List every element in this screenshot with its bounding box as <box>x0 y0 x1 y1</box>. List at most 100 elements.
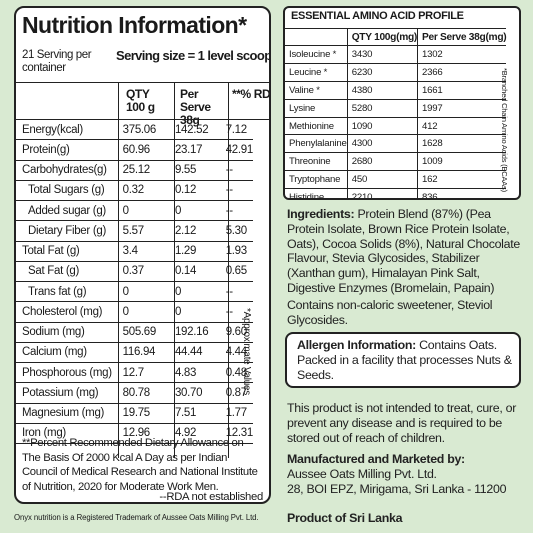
amino-cell-qty: 450 <box>346 170 418 190</box>
nutrition-cell-name: Added sugar (g) <box>16 200 117 222</box>
amino-cell-name: Methionine <box>285 117 348 136</box>
amino-cell-qty: 1090 <box>346 117 418 136</box>
amino-cell-name: Phenylalanine <box>285 134 348 154</box>
nutrition-cell-serve: 0 <box>168 301 220 323</box>
nutrition-row: Phosphorous (mg) 12.7 4.83 0.48 <box>16 362 253 384</box>
allergen-text: Contains Oats. Packed in a facility that… <box>297 338 512 382</box>
amino-cell-qty: 4380 <box>346 81 418 100</box>
amino-cell-serve: 412 <box>416 117 507 136</box>
allergen-box: Allergen Information: Contains Oats. Pac… <box>285 332 521 388</box>
nutrition-cell-serve: 23.17 <box>168 139 220 161</box>
nutrition-row: Added sugar (g) 0 0 -- <box>16 200 253 222</box>
disclaimer: This product is not intended to treat, c… <box>287 401 517 445</box>
nutrition-cell-name: Sat Fat (g) <box>16 261 117 283</box>
ingredients-text: Protein Blend (87%) (Pea Protein Isolate… <box>287 207 520 295</box>
servings-per-container: 21 Serving per container <box>22 49 92 74</box>
nutrition-cell-qty: 12.7 <box>116 362 169 384</box>
nutrition-cell-qty: 0.37 <box>116 261 169 283</box>
nutrition-row: Total Sugars (g) 0.32 0.12 -- <box>16 180 253 202</box>
nutrition-cell-rda: 9.60 <box>219 322 253 343</box>
nutrition-cell-serve: 192.16 <box>168 322 220 343</box>
col-header-rda: **% RDA <box>232 87 271 101</box>
nutrition-cell-name: Energy(kcal) <box>16 120 117 141</box>
nutrition-cell-serve: 0.12 <box>168 180 220 202</box>
amino-cell-serve: 1661 <box>416 81 507 100</box>
nutrition-cell-rda: -- <box>219 180 253 202</box>
amino-row: Tryptophane 450 162 <box>285 170 507 190</box>
amino-cell-qty: 5280 <box>346 99 418 118</box>
amino-col-qty: QTY 100g(mg) <box>346 28 418 46</box>
nutrition-cell-name: Total Sugars (g) <box>16 180 117 202</box>
amino-header-row: QTY 100g(mg) Per Serve 38g(mg) <box>285 28 507 46</box>
nutrition-cell-name: Calcium (mg) <box>16 342 117 364</box>
amino-cell-serve: 162 <box>416 170 507 190</box>
amino-acid-panel: ESSENTIAL AMINO ACID PROFILE QTY 100g(mg… <box>283 6 521 200</box>
nutrition-cell-qty: 12.96 <box>116 423 169 445</box>
amino-row: Methionine 1090 412 <box>285 117 507 136</box>
nutrition-cell-serve: 0 <box>168 200 220 222</box>
nutrition-row: Total Fat (g) 3.4 1.29 1.93 <box>16 241 253 262</box>
nutrition-cell-name: Sodium (mg) <box>16 322 117 343</box>
nutrition-cell-serve: 0 <box>168 281 220 303</box>
nutrition-cell-serve: 30.70 <box>168 382 220 404</box>
nutrition-cell-rda: 12.31 <box>219 423 253 445</box>
amino-table: QTY 100g(mg) Per Serve 38g(mg) Isoleucin… <box>285 28 507 198</box>
nutrition-row: Trans fat (g) 0 0 -- <box>16 281 253 303</box>
nutrition-cell-qty: 0 <box>116 301 169 323</box>
nutrition-row: Iron (mg) 12.96 4.92 12.31 <box>16 423 253 445</box>
nutrition-cell-name: Potassium (mg) <box>16 382 117 404</box>
trademark-note: Onyx nutrition is a Registered Trademark… <box>14 513 259 522</box>
amino-row: Valine * 4380 1661 <box>285 81 507 100</box>
nutrition-panel: Nutrition Information* 21 Serving per co… <box>14 6 271 504</box>
manufacturer-label: Manufactured and Marketed by: <box>287 452 465 466</box>
header-rule <box>16 82 269 83</box>
nutrition-cell-qty: 60.96 <box>116 139 169 161</box>
nutrition-cell-rda: 5.30 <box>219 220 253 242</box>
nutrition-row: Magnesium (mg) 19.75 7.51 1.77 <box>16 403 253 424</box>
amino-title: ESSENTIAL AMINO ACID PROFILE <box>291 10 464 22</box>
nutrition-cell-name: Cholesterol (mg) <box>16 301 117 323</box>
amino-cell-name: Leucine * <box>285 63 348 82</box>
amino-cell-qty: 2680 <box>346 152 418 172</box>
amino-row: Threonine 2680 1009 <box>285 152 507 172</box>
manufacturer-name: Aussee Oats Milling Pvt. Ltd. <box>287 466 437 481</box>
nutrition-cell-name: Trans fat (g) <box>16 281 117 303</box>
bcaa-note: *Branched Chain Amino Acids (BCAAs) <box>500 68 509 192</box>
amino-cell-serve: 1009 <box>416 152 507 172</box>
amino-cell-qty: 6230 <box>346 63 418 82</box>
amino-cell-name: Tryptophane <box>285 170 348 190</box>
nutrition-cell-qty: 3.4 <box>116 241 169 262</box>
amino-cell-serve: 1628 <box>416 134 507 154</box>
nutrition-cell-qty: 80.78 <box>116 382 169 404</box>
nutrition-row: Sat Fat (g) 0.37 0.14 0.65 <box>16 261 253 283</box>
nutrition-cell-serve: 4.92 <box>168 423 220 445</box>
nutrition-cell-name: Carbohydrates(g) <box>16 160 117 181</box>
nutrition-row: Energy(kcal) 375.06 142.52 7.12 <box>16 120 253 141</box>
nutrition-row: Protein(g) 60.96 23.17 42.91 <box>16 139 253 161</box>
nutrition-cell-rda: 7.12 <box>219 120 253 141</box>
amino-cell-serve: 2366 <box>416 63 507 82</box>
nutrition-row: Cholesterol (mg) 0 0 -- <box>16 301 253 323</box>
nutrition-cell-qty: 0.32 <box>116 180 169 202</box>
nutrition-cell-name: Magnesium (mg) <box>16 403 117 424</box>
nutrition-table: Energy(kcal) 375.06 142.52 7.12 Protein(g) 60… <box>16 120 253 445</box>
nutrition-row: Calcium (mg) 116.94 44.44 4.44 <box>16 342 253 364</box>
nutrition-cell-qty: 375.06 <box>116 120 169 141</box>
nutrition-cell-name: Phosphorous (mg) <box>16 362 117 384</box>
rda-not-established: --RDA not established <box>159 491 263 503</box>
serving-size: Serving size = 1 level scoop (38g) <box>116 48 271 63</box>
nutrition-title: Nutrition Information* <box>22 12 247 38</box>
approximate-values-note: *Approximate Values <box>241 308 252 395</box>
amino-cell-qty: 2210 <box>346 188 418 198</box>
ingredients-label: Ingredients: <box>287 207 355 221</box>
nutrition-cell-serve: 142.52 <box>168 120 220 141</box>
nutrition-cell-rda: 42.91 <box>219 139 253 161</box>
nutrition-cell-serve: 2.12 <box>168 220 220 242</box>
nutrition-row: Potassium (mg) 80.78 30.70 0.87 <box>16 382 253 404</box>
nutrition-cell-name: Iron (mg) <box>16 423 117 445</box>
nutrition-cell-rda: -- <box>219 301 253 323</box>
manufacturer-address: 28, BOI EPZ, Mirigama, Sri Lanka - 11200 <box>287 481 507 496</box>
nutrition-cell-rda: 1.93 <box>219 241 253 262</box>
nutrition-cell-serve: 4.83 <box>168 362 220 384</box>
nutrition-cell-serve: 7.51 <box>168 403 220 424</box>
